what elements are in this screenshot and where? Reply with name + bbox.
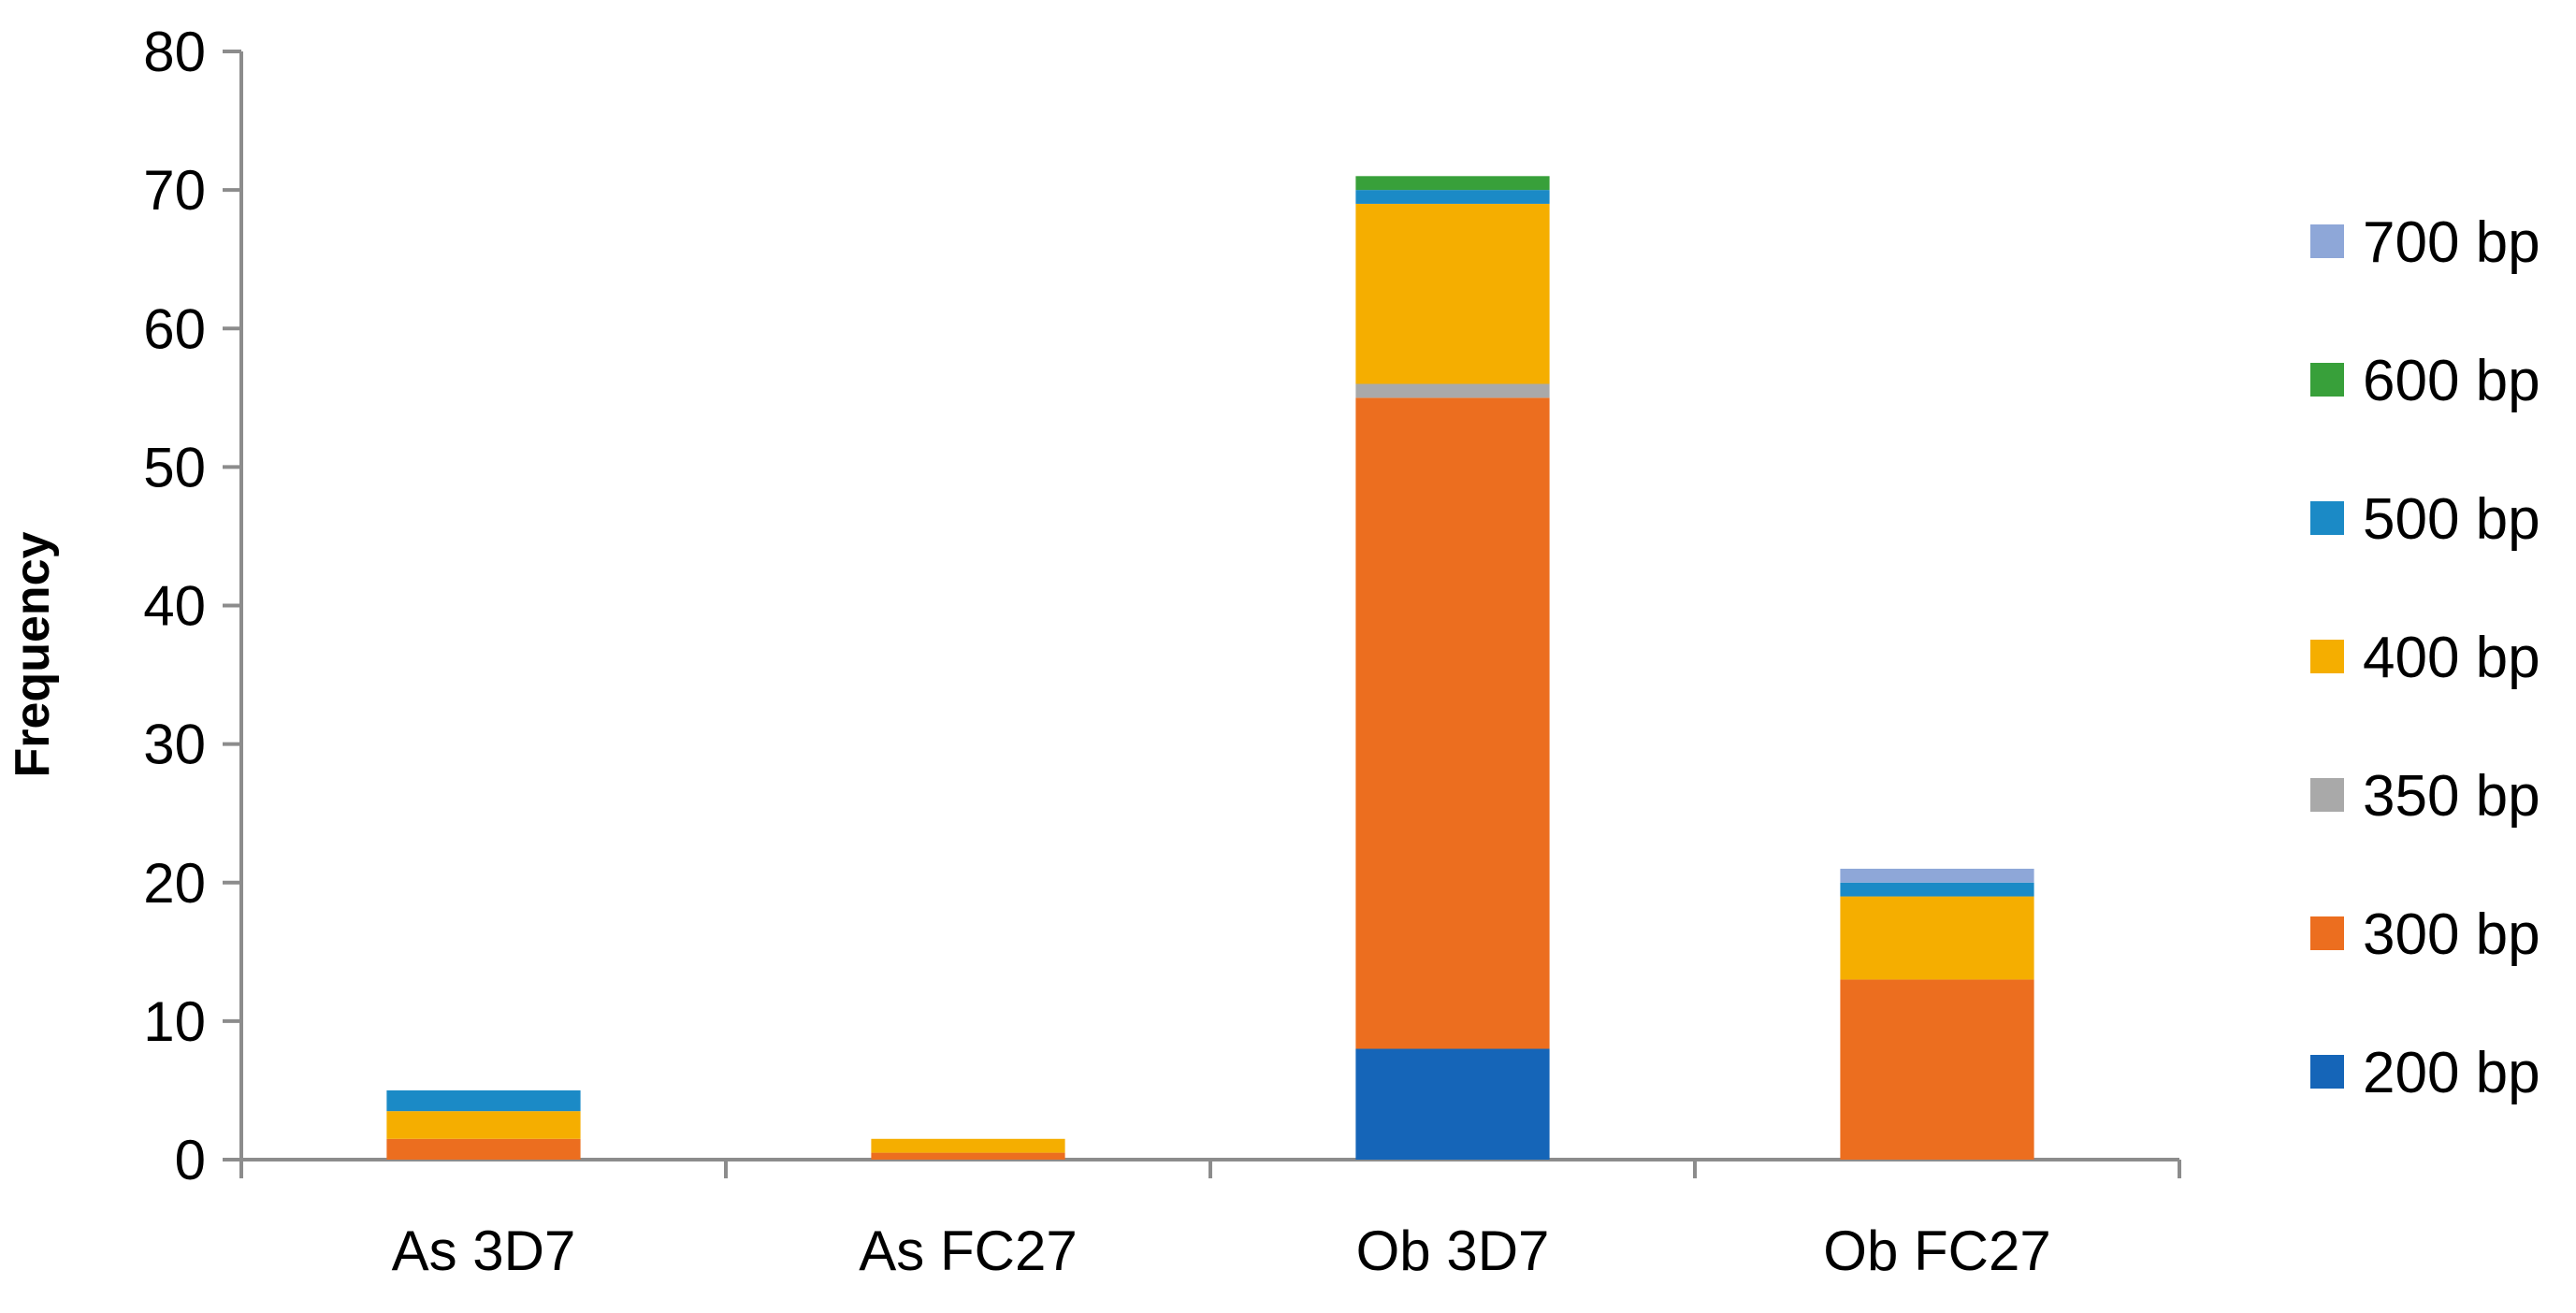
legend-label: 300 bp	[2363, 902, 2540, 967]
y-tick-label: 80	[143, 21, 206, 83]
legend-swatch	[2310, 224, 2344, 258]
legend-label: 500 bp	[2363, 487, 2540, 552]
y-axis-title: Frequency	[6, 531, 60, 777]
x-category-label: Ob FC27	[1823, 1219, 2050, 1282]
y-tick-label: 20	[143, 852, 206, 915]
bar-segment-300-bp	[386, 1138, 581, 1160]
bar-segment-400-bp	[1840, 896, 2034, 980]
bar-segment-350-bp	[1355, 383, 1550, 398]
bar-segment-300-bp	[871, 1152, 1065, 1160]
bar-segment-500-bp	[1840, 882, 2034, 897]
bar-segment-500-bp	[1355, 190, 1550, 204]
bar-segment-300-bp	[1355, 397, 1550, 1049]
y-tick-label: 70	[143, 159, 206, 222]
x-category-label: Ob 3D7	[1356, 1219, 1550, 1282]
legend-label: 600 bp	[2363, 349, 2540, 413]
y-tick-label: 10	[143, 990, 206, 1053]
y-tick-label: 0	[175, 1129, 206, 1191]
legend-label: 350 bp	[2363, 764, 2540, 829]
bar-segment-400-bp	[386, 1111, 581, 1139]
legend-swatch	[2310, 363, 2344, 397]
bar-segment-700-bp	[1840, 868, 2034, 883]
bar-segment-300-bp	[1840, 979, 2034, 1160]
bar-segment-600-bp	[1355, 176, 1550, 191]
x-category-label: As 3D7	[392, 1219, 576, 1282]
legend-swatch	[2310, 501, 2344, 535]
legend-label: 200 bp	[2363, 1041, 2540, 1105]
y-tick-label: 60	[143, 297, 206, 360]
legend-swatch	[2310, 778, 2344, 812]
x-category-label: As FC27	[859, 1219, 1077, 1282]
bar-segment-200-bp	[1355, 1048, 1550, 1160]
legend-swatch	[2310, 1055, 2344, 1089]
y-tick-label: 40	[143, 575, 206, 638]
legend-swatch	[2310, 916, 2344, 950]
legend-label: 400 bp	[2363, 626, 2540, 690]
bar-segment-500-bp	[386, 1089, 581, 1112]
y-tick-label: 50	[143, 436, 206, 498]
legend-swatch	[2310, 640, 2344, 673]
y-tick-label: 30	[143, 714, 206, 776]
bar-segment-400-bp	[1355, 203, 1550, 384]
bar-segment-400-bp	[871, 1138, 1065, 1153]
legend-label: 700 bp	[2363, 210, 2540, 275]
